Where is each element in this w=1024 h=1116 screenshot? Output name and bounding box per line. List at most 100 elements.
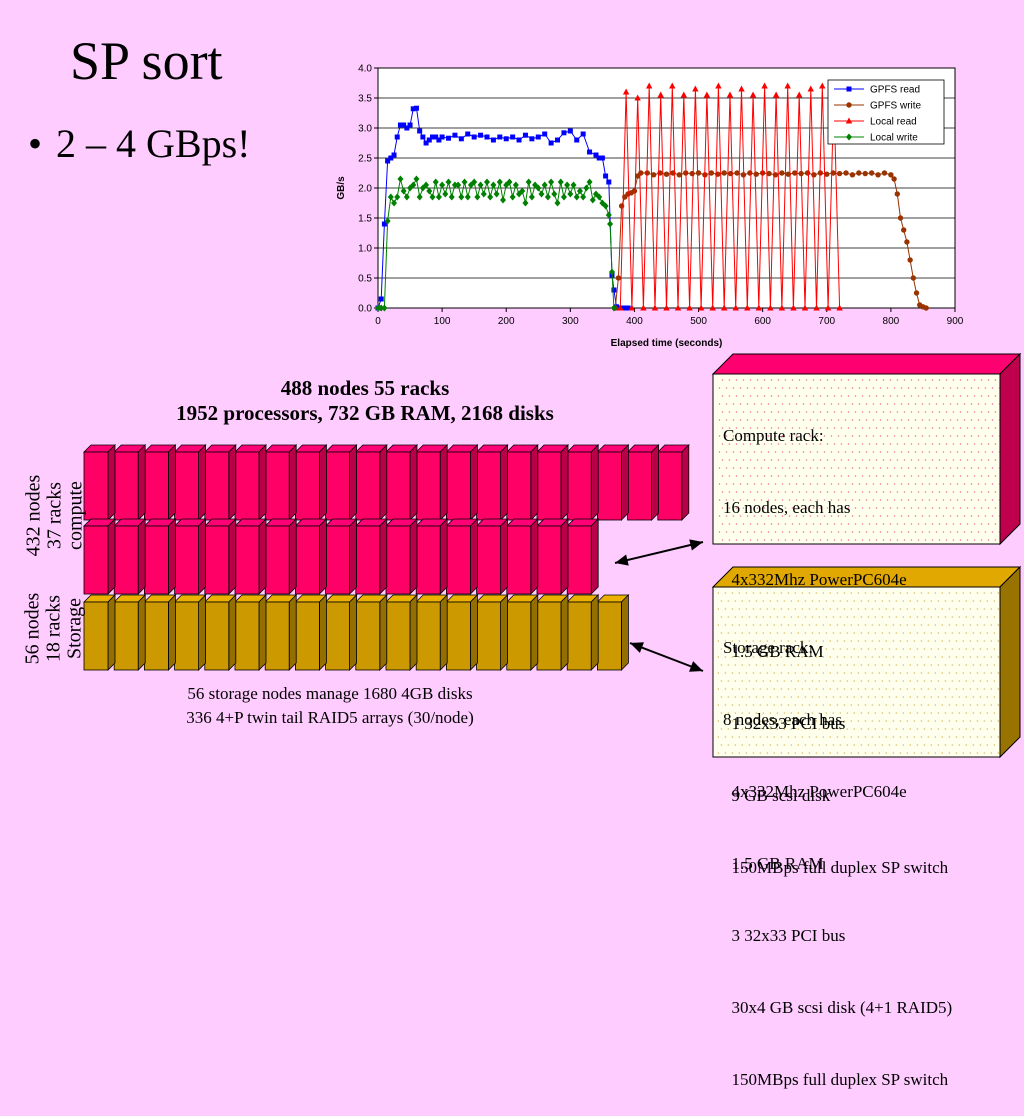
texture-dot bbox=[773, 688, 776, 690]
data-point bbox=[483, 178, 490, 186]
texture-dot bbox=[937, 728, 940, 730]
texture-dot bbox=[998, 499, 1001, 501]
texture-dot bbox=[781, 483, 784, 485]
texture-dot bbox=[874, 696, 877, 698]
texture-dot bbox=[811, 712, 814, 714]
texture-dot bbox=[861, 539, 864, 541]
texture-dot bbox=[885, 704, 888, 706]
texture-dot bbox=[871, 656, 874, 658]
compute-rack bbox=[445, 444, 479, 521]
texture-dot bbox=[984, 451, 987, 453]
rack-diagram bbox=[83, 352, 1022, 759]
texture-dot bbox=[899, 672, 902, 674]
texture-dot bbox=[773, 624, 776, 626]
rack-side bbox=[107, 594, 116, 671]
data-point bbox=[709, 304, 716, 311]
texture-dot bbox=[920, 752, 923, 754]
texture-dot bbox=[718, 483, 721, 485]
texture-dot bbox=[801, 640, 804, 642]
texture-dot bbox=[858, 387, 861, 389]
rack-front bbox=[385, 451, 411, 521]
texture-dot bbox=[753, 499, 756, 501]
box-side bbox=[999, 565, 1021, 759]
texture-dot bbox=[769, 664, 772, 666]
storage-racks-label: 56 nodes 18 racks Storage bbox=[22, 567, 86, 691]
rack-front bbox=[113, 601, 139, 671]
texture-dot bbox=[938, 523, 941, 525]
data-point bbox=[525, 178, 532, 186]
texture-dot bbox=[776, 600, 779, 602]
texture-dot bbox=[893, 467, 896, 469]
texture-dot bbox=[801, 624, 804, 626]
texture-dot bbox=[895, 600, 898, 602]
texture-dot bbox=[976, 640, 979, 642]
texture-dot bbox=[902, 648, 905, 650]
texture-dot bbox=[903, 523, 906, 525]
texture-dot bbox=[881, 600, 884, 602]
texture-dot bbox=[734, 712, 737, 714]
data-point bbox=[519, 187, 526, 195]
storage-info-line: 150MBps full duplex SP switch bbox=[723, 1070, 949, 1089]
texture-dot bbox=[871, 624, 874, 626]
texture-dot bbox=[923, 664, 926, 666]
texture-dot bbox=[756, 427, 759, 429]
texture-dot bbox=[893, 387, 896, 389]
texture-dot bbox=[749, 395, 752, 397]
texture-dot bbox=[780, 688, 783, 690]
texture-dot bbox=[914, 483, 917, 485]
texture-dot bbox=[742, 539, 745, 541]
texture-dot bbox=[794, 752, 797, 754]
texture-dot bbox=[941, 672, 944, 674]
data-point bbox=[586, 178, 593, 186]
texture-dot bbox=[808, 704, 811, 706]
storage-label-line-3: Storage bbox=[63, 597, 86, 660]
data-point bbox=[403, 193, 410, 201]
data-point bbox=[455, 181, 462, 189]
texture-dot bbox=[952, 491, 955, 493]
texture-dot bbox=[962, 704, 965, 706]
data-point bbox=[461, 178, 468, 186]
texture-dot bbox=[833, 523, 836, 525]
texture-dot bbox=[948, 624, 951, 626]
texture-dot bbox=[823, 531, 826, 533]
texture-dot bbox=[927, 752, 930, 754]
texture-dot bbox=[858, 531, 861, 533]
texture-dot bbox=[748, 648, 751, 650]
texture-dot bbox=[938, 443, 941, 445]
texture-dot bbox=[801, 608, 804, 610]
texture-dot bbox=[748, 680, 751, 682]
texture-dot bbox=[837, 387, 840, 389]
texture-dot bbox=[854, 395, 857, 397]
texture-dot bbox=[994, 539, 997, 541]
texture-dot bbox=[822, 656, 825, 658]
texture-dot bbox=[892, 608, 895, 610]
storage-note: 56 storage nodes manage 1680 4GB disks 3… bbox=[110, 682, 550, 730]
texture-dot bbox=[937, 632, 940, 634]
texture-dot bbox=[847, 443, 850, 445]
texture-dot bbox=[798, 523, 801, 525]
texture-dot bbox=[718, 515, 721, 517]
texture-dot bbox=[860, 648, 863, 650]
texture-dot bbox=[790, 648, 793, 650]
texture-dot bbox=[766, 688, 769, 690]
texture-dot bbox=[763, 523, 766, 525]
texture-dot bbox=[923, 680, 926, 682]
summary-line-1: 488 nodes 55 racks bbox=[280, 376, 450, 400]
texture-dot bbox=[781, 451, 784, 453]
texture-dot bbox=[756, 379, 759, 381]
data-point bbox=[680, 91, 688, 98]
texture-dot bbox=[725, 483, 728, 485]
rack-side bbox=[288, 444, 297, 521]
texture-dot bbox=[917, 507, 920, 509]
data-point bbox=[516, 137, 522, 143]
texture-dot bbox=[753, 387, 756, 389]
texture-dot bbox=[958, 744, 961, 746]
storage-info-line: 8 nodes, each has bbox=[723, 710, 842, 729]
texture-dot bbox=[902, 616, 905, 618]
compute-rack bbox=[264, 518, 298, 595]
texture-dot bbox=[791, 523, 794, 525]
texture-dot bbox=[727, 712, 730, 714]
rack-side bbox=[439, 594, 448, 671]
texture-dot bbox=[868, 507, 871, 509]
texture-dot bbox=[921, 531, 924, 533]
